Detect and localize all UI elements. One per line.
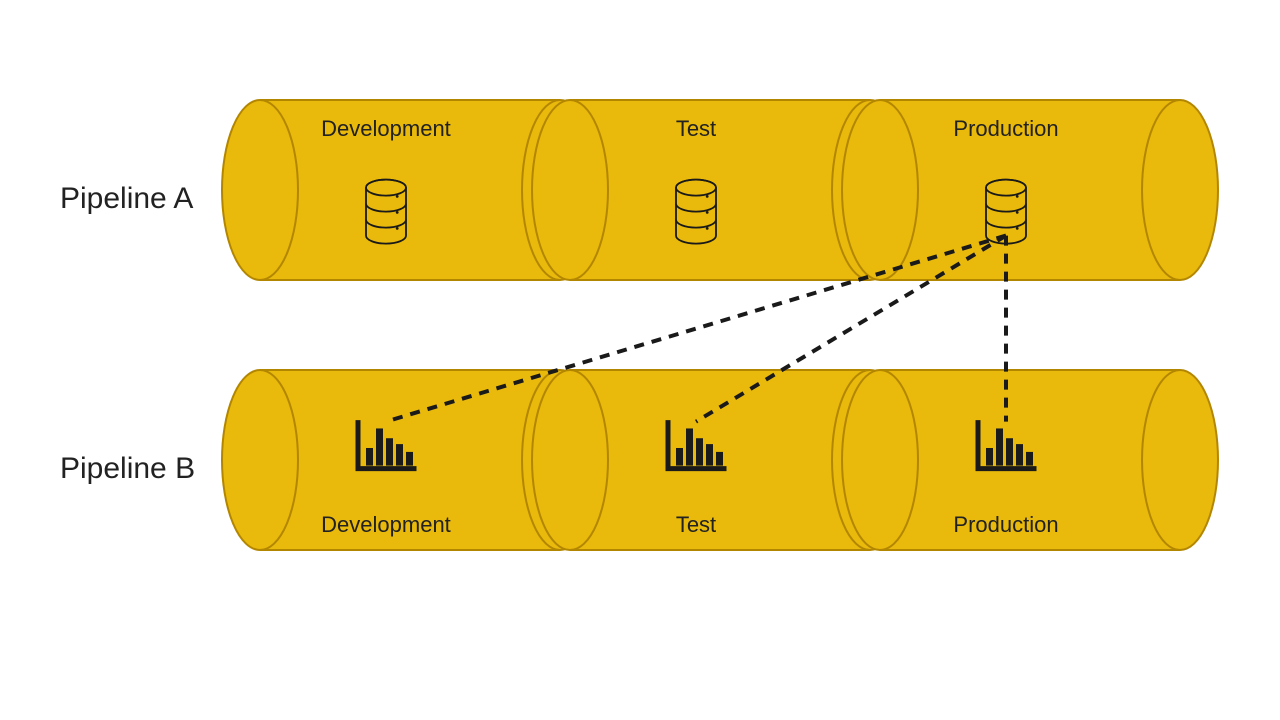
stage-label-a-2: Production [953, 116, 1058, 141]
pipeline-b-label: Pipeline B [60, 452, 195, 486]
stage-label-a-1: Test [676, 116, 716, 141]
stage-label-b-0: Development [321, 512, 451, 537]
stage-label-b-2: Production [953, 512, 1058, 537]
stage-label-a-0: Development [321, 116, 451, 141]
diagram-root: Development Test Production Development Test… [0, 0, 1280, 720]
stage-label-b-1: Test [676, 512, 716, 537]
pipeline-a-label: Pipeline A [60, 182, 193, 216]
